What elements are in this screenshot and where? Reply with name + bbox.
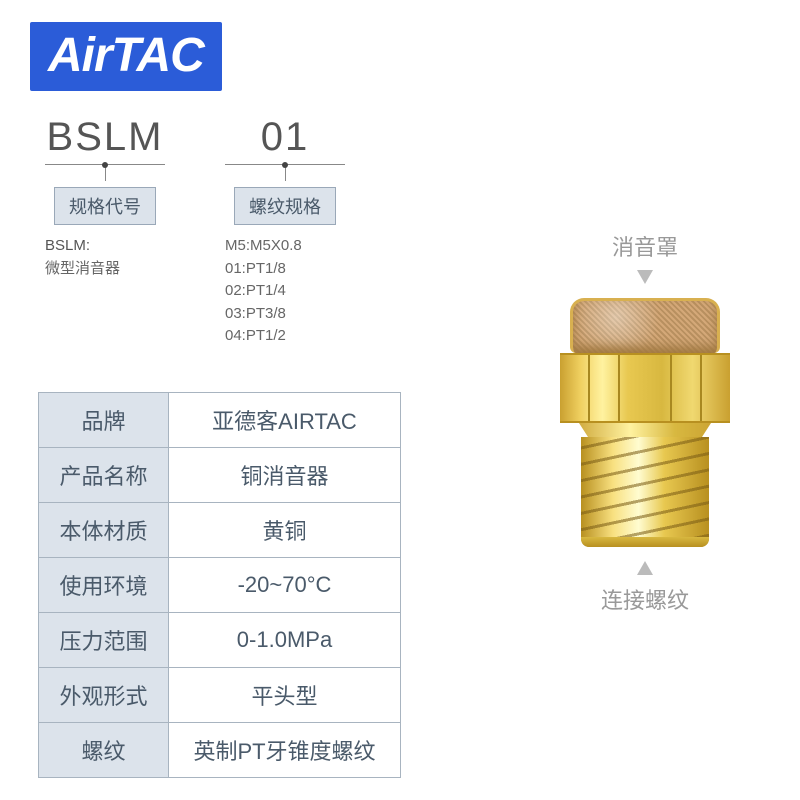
segment-label: 螺纹规格 [234, 187, 336, 225]
mesh-cap [570, 298, 720, 353]
spec-key: 外观形式 [39, 668, 169, 723]
spec-value: -20~70°C [169, 558, 401, 613]
spec-key: 产品名称 [39, 448, 169, 503]
table-row: 使用环境-20~70°C [39, 558, 401, 613]
segment-divider [45, 164, 165, 165]
segment-desc: M5:M5X0.8 01:PT1/8 02:PT1/4 03:PT3/8 04:… [225, 235, 302, 348]
model-segment-thread: 01 螺纹规格 M5:M5X0.8 01:PT1/8 02:PT1/4 03:P… [225, 115, 345, 348]
segment-desc: BSLM: 微型消音器 [45, 235, 120, 280]
brand-logo: AirTAC [30, 22, 222, 91]
table-row: 螺纹英制PT牙锥度螺纹 [39, 723, 401, 778]
segment-code: 01 [261, 115, 310, 160]
spec-value: 英制PT牙锥度螺纹 [169, 723, 401, 778]
callout-bottom: 连接螺纹 [530, 583, 760, 615]
segment-code: BSLM [47, 115, 164, 160]
silencer-part [560, 298, 730, 547]
specs-table: 品牌亚德客AIRTAC 产品名称铜消音器 本体材质黄铜 使用环境-20~70°C… [38, 392, 401, 778]
spec-key: 压力范围 [39, 613, 169, 668]
hex-body [560, 353, 730, 423]
spec-value: 黄铜 [169, 503, 401, 558]
spec-value: 亚德客AIRTAC [169, 393, 401, 448]
table-row: 外观形式平头型 [39, 668, 401, 723]
segment-divider [225, 164, 345, 165]
model-code-breakdown: BSLM 规格代号 BSLM: 微型消音器 01 螺纹规格 M5:M5X0.8 … [45, 115, 345, 348]
spec-key: 螺纹 [39, 723, 169, 778]
table-row: 本体材质黄铜 [39, 503, 401, 558]
table-row: 品牌亚德客AIRTAC [39, 393, 401, 448]
table-row: 压力范围0-1.0MPa [39, 613, 401, 668]
arrow-down-icon [637, 270, 653, 284]
table-row: 产品名称铜消音器 [39, 448, 401, 503]
model-segment-spec: BSLM 规格代号 BSLM: 微型消音器 [45, 115, 165, 348]
arrow-up-icon [637, 561, 653, 575]
spec-key: 本体材质 [39, 503, 169, 558]
spec-value: 铜消音器 [169, 448, 401, 503]
thread-section [581, 437, 709, 547]
callout-top: 消音罩 [530, 230, 760, 262]
spec-key: 品牌 [39, 393, 169, 448]
spec-value: 平头型 [169, 668, 401, 723]
spec-value: 0-1.0MPa [169, 613, 401, 668]
chamfer [570, 423, 720, 437]
product-illustration: 消音罩 连接螺纹 [530, 230, 760, 615]
spec-key: 使用环境 [39, 558, 169, 613]
segment-label: 规格代号 [54, 187, 156, 225]
